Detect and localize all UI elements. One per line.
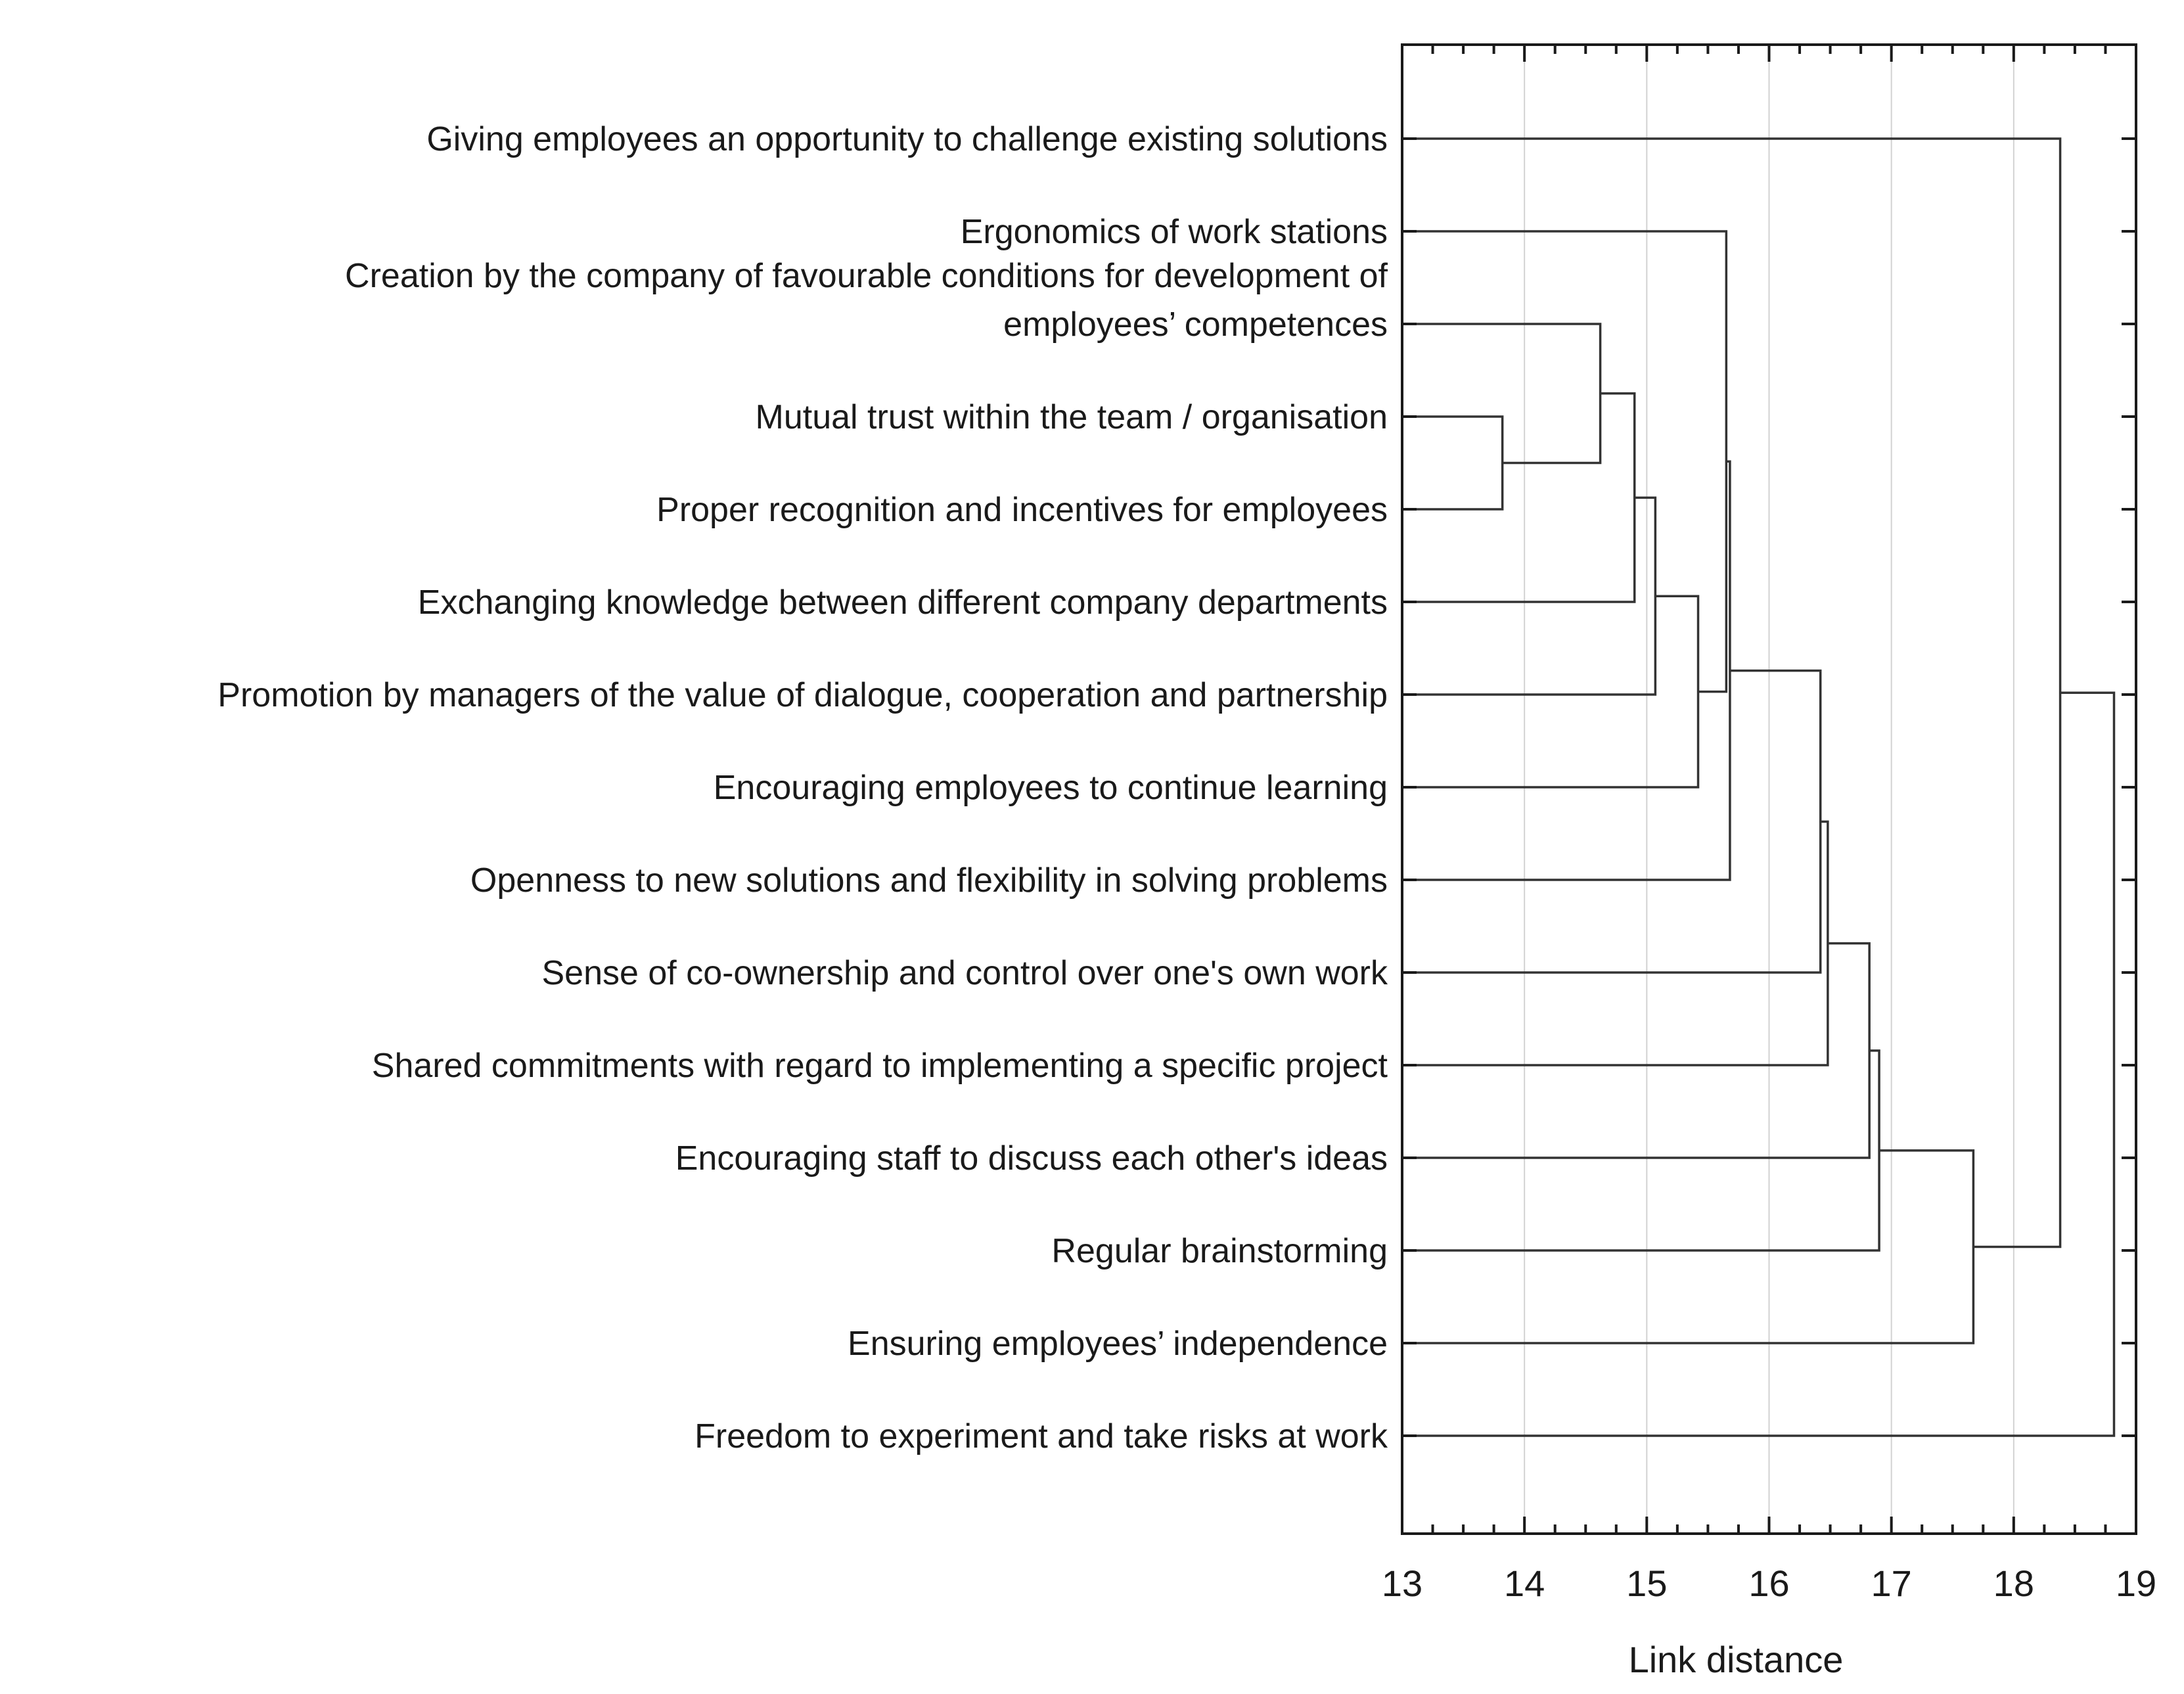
dendrogram-link: [1402, 137, 2062, 1248]
dendrogram-link: [1402, 669, 1822, 974]
leaf-label: Freedom to experiment and take risks at …: [694, 1417, 1388, 1455]
x-tick-label: 18: [1993, 1563, 2034, 1604]
x-tick-label: 19: [2116, 1563, 2156, 1604]
leaf-label: Sense of co-ownership and control over o…: [541, 954, 1388, 992]
x-axis-title: Link distance: [1629, 1639, 1844, 1680]
x-tick-label: 13: [1382, 1563, 1422, 1604]
dendrogram-link: [1402, 595, 1700, 789]
axis-ticks: [1401, 45, 2137, 1534]
x-tick-label: 14: [1504, 1563, 1545, 1604]
leaf-label: Shared commitments with regard to implem…: [372, 1047, 1388, 1085]
dendrogram-link: [1402, 415, 1504, 511]
leaf-label: Exchanging knowledge between different c…: [418, 584, 1388, 622]
dendrogram-link: [1402, 942, 1871, 1159]
x-tick-label: 17: [1871, 1563, 1912, 1604]
leaf-label: Encouraging staff to discuss each other'…: [675, 1139, 1388, 1178]
leaf-label: employees’ competences: [1003, 306, 1388, 344]
grid-lines: [1524, 45, 2014, 1534]
leaf-label: Mutual trust within the team / organisat…: [756, 398, 1388, 436]
leaf-label: Openness to new solutions and flexibilit…: [470, 861, 1388, 900]
dendrogram-link: [1402, 496, 1657, 696]
leaf-label: Encouraging employees to continue learni…: [714, 769, 1388, 807]
leaf-label: Ensuring employees’ independence: [848, 1325, 1388, 1363]
dendrogram-link: [1402, 820, 1829, 1066]
leaf-label: Giving employees an opportunity to chall…: [426, 120, 1388, 158]
x-tick-labels: 13 14 15 16 17 18 19: [1382, 1563, 2156, 1604]
leaf-label: Regular brainstorming: [1051, 1232, 1388, 1270]
leaf-label: Proper recognition and incentives for em…: [656, 491, 1388, 529]
leaf-labels: Giving employees an opportunity to chall…: [217, 120, 1388, 1455]
leaf-label: Ergonomics of work stations: [961, 213, 1388, 251]
dendrogram-link: [1402, 230, 1728, 693]
dendrogram-link: [1402, 460, 1731, 881]
dendrogram-link: [1402, 1049, 1880, 1252]
dendrogram-link: [1402, 1149, 1975, 1344]
dendrogram-link: [1402, 323, 1602, 465]
leaf-label: Promotion by managers of the value of di…: [217, 676, 1388, 714]
x-tick-label: 15: [1626, 1563, 1667, 1604]
x-tick-label: 16: [1748, 1563, 1789, 1604]
dendrogram-links: [1402, 137, 2116, 1437]
leaf-label: Creation by the company of favourable co…: [345, 257, 1388, 295]
dendrogram-link: [1402, 691, 2116, 1437]
